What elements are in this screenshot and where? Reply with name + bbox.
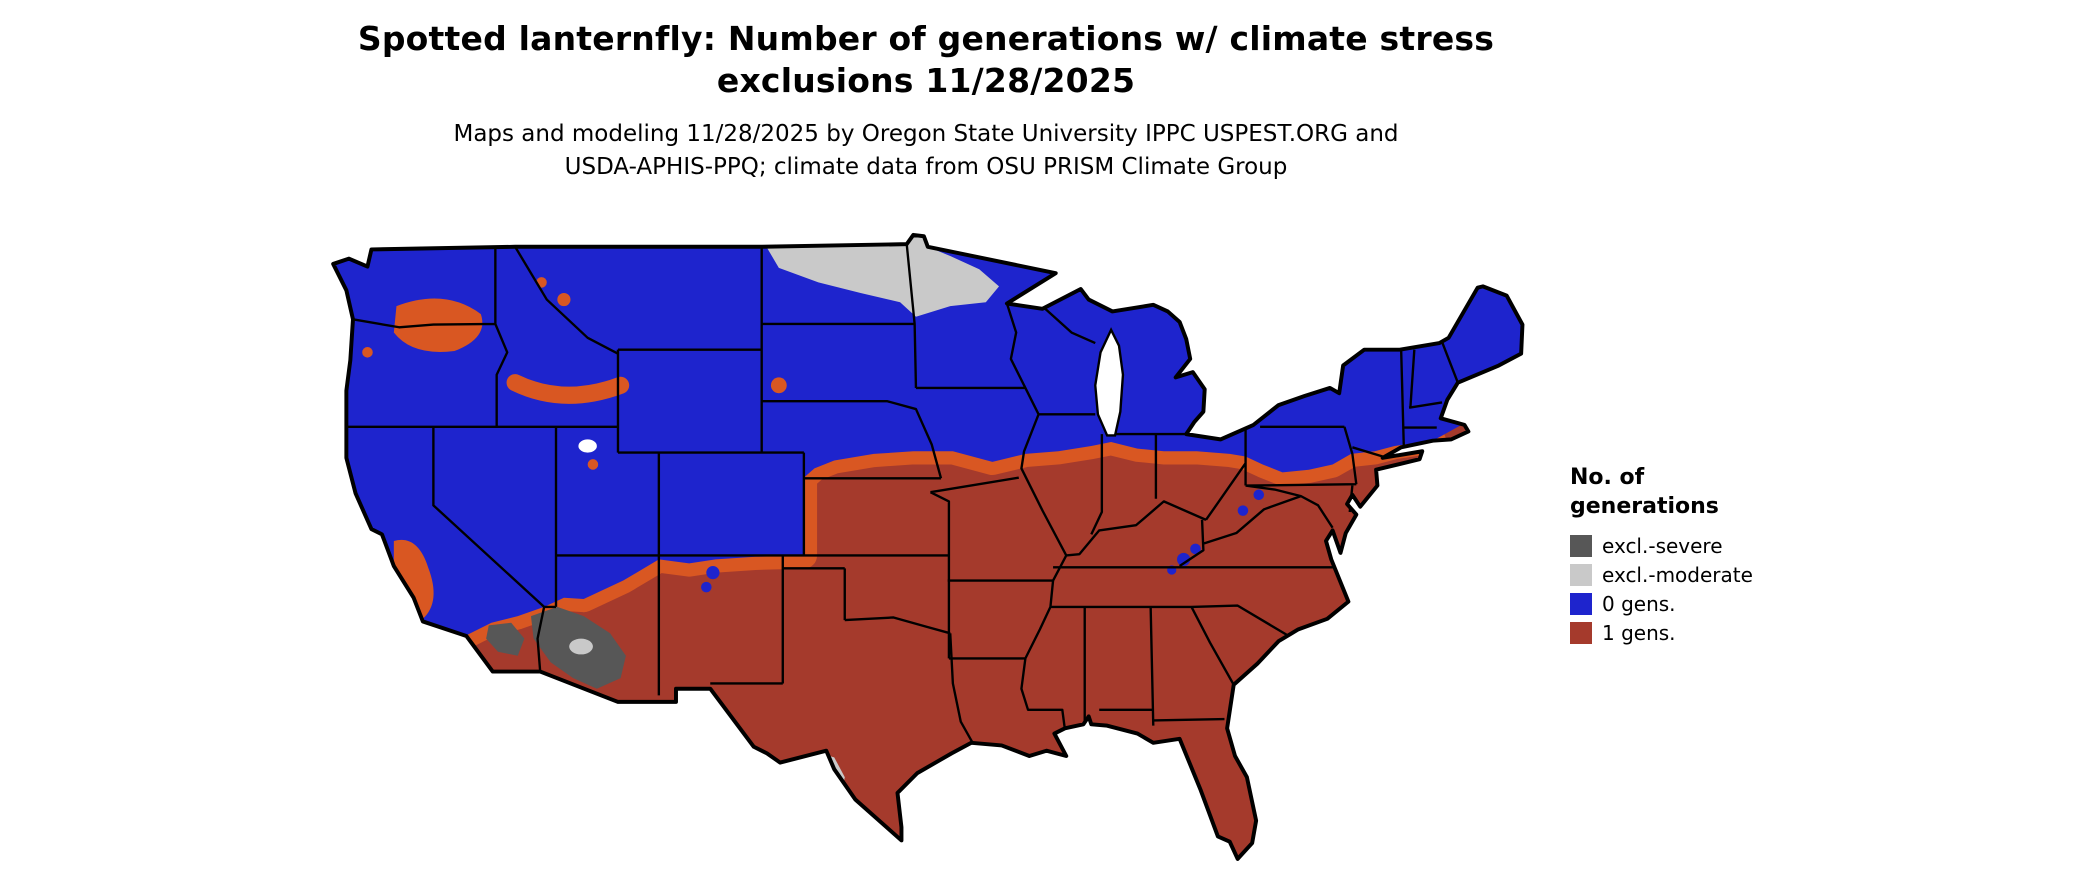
map-header: Spotted lanternfly: Number of generation… <box>326 18 1526 183</box>
legend-heading: No. of generations <box>1570 464 1830 521</box>
subtitle-line-2: USDA-APHIS-PPQ; climate data from OSU PR… <box>564 153 1288 180</box>
montana-valley-patch <box>557 292 571 307</box>
appalachian-patch <box>1177 552 1191 567</box>
map-legend: No. of generations excl.-severe excl.-mod… <box>1570 464 1830 649</box>
allegheny-patch <box>1253 489 1265 501</box>
snake-river-plain-patch <box>506 374 630 404</box>
legend-item-1-gens: 1 gens. <box>1570 620 1830 645</box>
us-outline <box>331 232 1525 861</box>
central-valley-patch <box>393 539 434 619</box>
title-line-1: Spotted lanternfly: Number of generation… <box>357 19 1495 58</box>
legend-swatch-1-gens <box>1570 621 1592 644</box>
legend-heading-line-1: No. of <box>1570 465 1645 490</box>
legend-label-0-gens: 0 gens. <box>1602 591 1676 616</box>
salt-lake-valley-patch <box>587 459 599 470</box>
black-hills-patch <box>770 377 787 394</box>
willamette-valley-patch <box>362 347 373 358</box>
legend-item-excl-severe: excl.-severe <box>1570 533 1830 558</box>
legend-item-0-gens: 0 gens. <box>1570 591 1830 616</box>
great-salt-lake <box>578 439 597 453</box>
legend-swatch-0-gens <box>1570 592 1592 615</box>
legend-label-excl-severe: excl.-severe <box>1602 533 1723 558</box>
legend-item-excl-moderate: excl.-moderate <box>1570 562 1830 587</box>
page-title: Spotted lanternfly: Number of generation… <box>326 18 1526 102</box>
subtitle-line-1: Maps and modeling 11/28/2025 by Oregon S… <box>453 121 1399 148</box>
region-excl-severe-california <box>486 622 525 656</box>
title-line-2: exclusions 11/28/2025 <box>716 61 1136 101</box>
region-excl-moderate-arizona-speck <box>569 638 593 655</box>
lake-michigan <box>1094 327 1125 437</box>
new-mexico-rockies-patch <box>701 581 712 593</box>
legend-heading-line-2: generations <box>1570 493 1719 519</box>
us-map-area <box>320 227 1533 880</box>
legend-swatch-excl-moderate <box>1570 563 1592 586</box>
legend-label-1-gens: 1 gens. <box>1602 620 1676 645</box>
page-subtitle: Maps and modeling 11/28/2025 by Oregon S… <box>326 118 1526 182</box>
legend-items: excl.-severe excl.-moderate 0 gens. 1 ge… <box>1570 533 1830 645</box>
legend-label-excl-moderate: excl.-moderate <box>1602 562 1753 587</box>
appalachian-patch <box>1190 543 1201 555</box>
region-excl-moderate-north <box>765 234 1000 317</box>
legend-swatch-excl-severe <box>1570 534 1592 557</box>
us-generations-map <box>331 232 1525 861</box>
new-mexico-rockies-patch <box>706 566 720 580</box>
allegheny-patch <box>1237 505 1249 516</box>
state-borders <box>346 244 1459 744</box>
